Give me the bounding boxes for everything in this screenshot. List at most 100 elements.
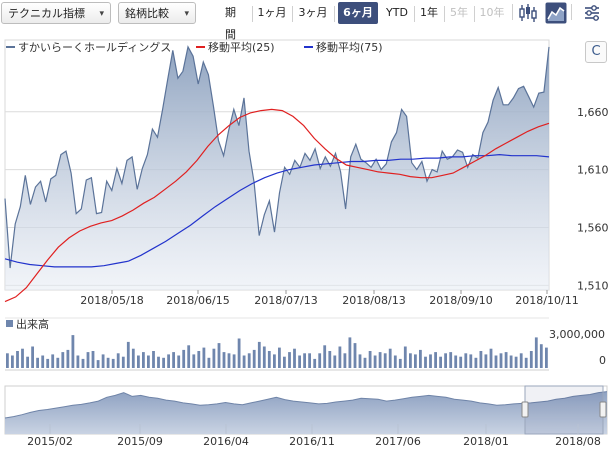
navigator-tick-label: 2015/02: [27, 435, 73, 448]
period-10-years[interactable]: 10年: [479, 6, 505, 19]
ma25-line: [4, 108, 550, 303]
volume-bar: [388, 348, 392, 368]
navigator-handle: [599, 401, 607, 418]
volume-bar: [247, 353, 251, 368]
divider: [571, 4, 572, 20]
volume-bar: [358, 354, 362, 368]
navigator-handle: [521, 401, 529, 418]
volume-bar: [333, 355, 337, 368]
volume-bar: [414, 354, 417, 368]
volume-bar: [343, 353, 347, 368]
volume-bar: [152, 351, 155, 368]
period-1-year[interactable]: 1年: [420, 6, 438, 19]
volume-bar: [91, 351, 95, 368]
divider: [444, 6, 445, 22]
divider: [334, 6, 335, 22]
volume-bar: [31, 346, 34, 368]
volume-bar: [6, 353, 9, 368]
period-3-months[interactable]: 3ヶ月: [298, 6, 328, 19]
volume-bar: [318, 353, 322, 368]
volume-bar: [474, 357, 478, 368]
settings-icon[interactable]: [581, 2, 603, 24]
volume-bar: [439, 356, 442, 368]
volume-bar: [157, 356, 160, 368]
volume-bar: [348, 337, 352, 368]
volume-legend-swatch: [6, 320, 13, 327]
volume-bar: [142, 352, 145, 368]
volume-bar: [534, 337, 538, 368]
volume-bar: [424, 356, 427, 368]
volume-bar: [283, 356, 286, 368]
volume-bar: [378, 352, 382, 368]
volume-bar: [81, 358, 85, 368]
legend-item: すかいらーくホールディングス: [18, 40, 171, 54]
period-ytd[interactable]: YTD: [386, 6, 408, 19]
volume-bar: [222, 352, 226, 368]
period-6-months[interactable]: 6ヶ月: [338, 2, 378, 24]
volume-bar: [267, 351, 271, 368]
candlestick-icon[interactable]: [517, 2, 539, 24]
volume-bar: [373, 355, 377, 368]
volume-bar: [242, 355, 246, 368]
volume-bar: [212, 348, 216, 368]
navigator-area: [5, 391, 607, 434]
volume-bar: [383, 353, 387, 368]
volume-bar: [398, 358, 402, 368]
period-1-month[interactable]: 1ヶ月: [257, 6, 287, 19]
chevron-down-icon: ▾: [184, 9, 189, 19]
volume-bar: [257, 341, 261, 368]
volume-bar: [187, 345, 191, 368]
refresh-button[interactable]: C: [585, 41, 607, 63]
volume-bar: [172, 352, 175, 368]
volume-bar: [21, 348, 24, 368]
y-tick-label: 1,510: [577, 279, 609, 292]
x-tick-label: 2018/09/10: [429, 294, 492, 307]
volume-bar: [202, 347, 206, 368]
price-line: [4, 45, 550, 269]
volume-bar: [41, 355, 45, 368]
volume-bar: [278, 347, 281, 368]
ma75-line: [4, 153, 550, 268]
area-chart-icon[interactable]: [545, 2, 567, 24]
technical-indicator-label: テクニカル指標: [8, 7, 85, 20]
period-5-years[interactable]: 5年: [450, 6, 468, 19]
volume-bar: [303, 353, 306, 368]
compare-label: 銘柄比較: [125, 7, 169, 20]
divider: [292, 6, 293, 22]
volume-bar: [529, 351, 533, 368]
navigator-tick-label: 2018/01: [463, 435, 509, 448]
navigator-tick-label: 2018/08: [555, 435, 601, 448]
volume-bar: [71, 335, 75, 368]
volume-bar: [368, 351, 372, 368]
volume-bar: [111, 358, 115, 368]
volume-bar: [519, 353, 523, 368]
compare-dropdown[interactable]: 銘柄比較 ▾: [118, 2, 196, 24]
divider: [512, 4, 513, 20]
x-tick-label: 2018/05/18: [80, 294, 143, 307]
volume-bar: [288, 352, 291, 368]
volume-bar: [363, 357, 367, 368]
volume-bar: [313, 358, 317, 368]
period-label: 期間: [225, 6, 236, 41]
navigator-tick-label: 2016/04: [203, 435, 249, 448]
volume-bar: [121, 356, 125, 368]
volume-bar: [273, 354, 276, 368]
volume-bar: [66, 349, 70, 368]
volume-bar: [16, 351, 19, 368]
volume-bar: [419, 349, 422, 368]
chevron-down-icon: ▾: [99, 9, 104, 19]
volume-bar: [338, 346, 342, 368]
volume-bar: [101, 354, 105, 368]
technical-indicator-dropdown[interactable]: テクニカル指標 ▾: [1, 2, 111, 24]
legend-item: 移動平均(75): [316, 40, 383, 54]
volume-bar: [484, 354, 488, 368]
divider: [414, 6, 415, 22]
volume-bar: [197, 351, 201, 368]
volume-bar: [137, 355, 140, 368]
volume-bar: [192, 354, 196, 368]
volume-title: 出来高: [16, 317, 49, 331]
volume-bar: [51, 354, 55, 368]
volume-bar: [494, 355, 498, 368]
y-tick-label: 1,610: [577, 164, 609, 177]
